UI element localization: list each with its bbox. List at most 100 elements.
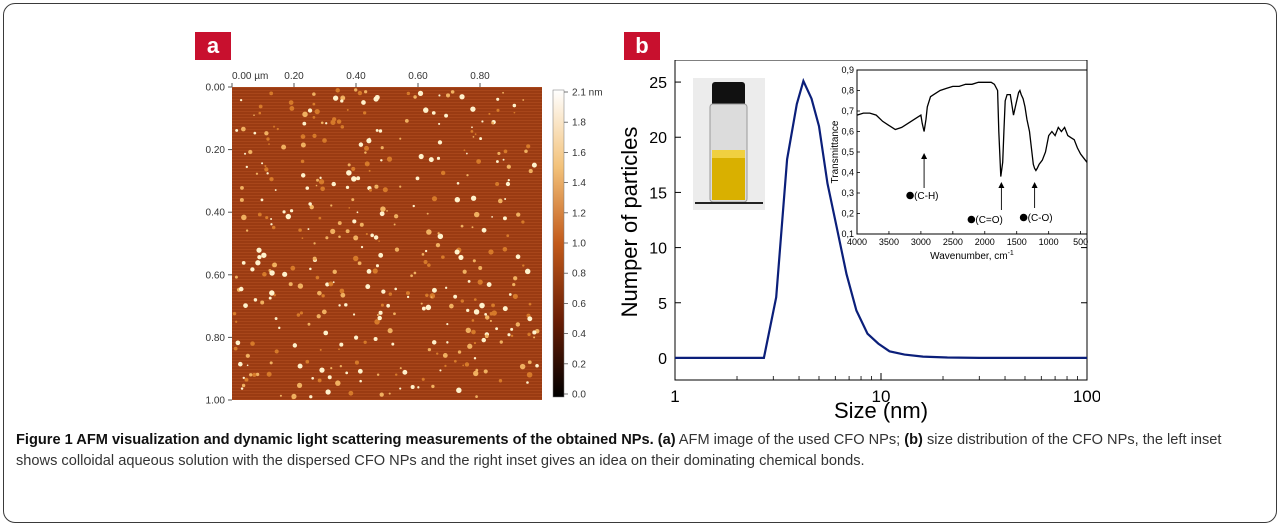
caption-b-tag: (b) — [904, 432, 923, 448]
ir-x-tick-label: 4000 — [847, 237, 867, 247]
ir-y-tick-label: 0,3 — [841, 188, 854, 198]
afm-particle — [265, 215, 269, 220]
afm-particle — [467, 343, 473, 349]
afm-particle — [495, 327, 499, 331]
afm-particle — [313, 242, 316, 245]
afm-particle — [481, 227, 487, 233]
afm-particle — [365, 232, 368, 236]
afm-particle — [364, 90, 368, 94]
ir-y-tick-label: 0,9 — [841, 65, 854, 75]
afm-particle — [319, 367, 325, 373]
afm-particle — [506, 234, 510, 238]
afm-particle — [479, 302, 485, 309]
afm-particle — [512, 282, 516, 287]
afm-particle — [410, 274, 413, 278]
afm-particle — [513, 276, 518, 281]
afm-particle — [495, 160, 499, 163]
afm-particle — [320, 186, 325, 192]
afm-particle — [423, 259, 428, 264]
ir-y-tick-label: 0,8 — [841, 86, 854, 96]
afm-image — [232, 87, 542, 400]
afm-particle — [429, 293, 436, 299]
ir-x-tick-label: 2500 — [943, 237, 963, 247]
afm-particle — [474, 211, 480, 218]
afm-particle — [516, 212, 521, 217]
afm-particle — [272, 262, 278, 268]
afm-particle — [258, 104, 263, 109]
dls-x-tick-label: 10 — [872, 387, 891, 406]
afm-particle — [300, 173, 306, 178]
afm-scale-tick-label: 0.4 — [572, 329, 586, 340]
afm-particle — [233, 346, 238, 351]
afm-particle — [473, 341, 477, 345]
afm-particle — [453, 359, 457, 363]
afm-particle — [450, 90, 455, 94]
afm-scale-tick-label: 0.2 — [572, 359, 586, 370]
afm-particle — [340, 95, 346, 101]
afm-y-tick-label: 0.80 — [206, 333, 226, 344]
afm-scale-tick-label: 1.6 — [572, 148, 586, 159]
afm-particle — [366, 138, 372, 144]
afm-particle — [360, 245, 364, 249]
afm-particle — [508, 293, 512, 296]
afm-particle — [444, 113, 449, 118]
ir-x-tick-label: 1000 — [1039, 237, 1059, 247]
afm-particle — [524, 149, 528, 154]
afm-particle — [320, 121, 324, 125]
afm-particle — [318, 179, 325, 185]
afm-particle — [507, 178, 510, 182]
afm-particle — [437, 233, 444, 240]
afm-particle — [475, 395, 478, 398]
afm-particle — [332, 95, 339, 101]
afm-particle — [431, 287, 437, 293]
afm-particle — [302, 121, 307, 126]
afm-particle — [462, 364, 465, 367]
afm-particle — [269, 290, 275, 296]
afm-particle — [356, 211, 359, 214]
afm-scale-tick-label: 1.2 — [572, 208, 586, 219]
afm-particle — [522, 99, 525, 101]
afm-particle — [268, 143, 270, 145]
afm-particle — [340, 292, 346, 298]
afm-particle — [351, 176, 357, 182]
afm-particle — [372, 268, 378, 274]
ir-y-ticks: 0,1 0,2 0,3 0,4 0,5 0,6 0,7 0,8 0,9 — [841, 65, 860, 239]
afm-particle — [502, 158, 505, 161]
vial-solution — [712, 150, 745, 200]
afm-particle — [335, 380, 341, 386]
afm-particle — [379, 392, 384, 397]
afm-particle — [315, 184, 318, 187]
afm-particle — [471, 126, 473, 129]
afm-particle — [311, 376, 315, 380]
afm-particle — [325, 389, 331, 395]
afm-particle — [507, 333, 511, 337]
afm-particle — [339, 342, 344, 347]
afm-particle — [502, 91, 504, 94]
afm-particle — [330, 119, 336, 125]
afm-particle — [436, 352, 439, 355]
afm-particle — [378, 129, 383, 133]
afm-particle — [268, 296, 272, 300]
afm-particle — [465, 152, 468, 155]
dls-y-tick-label: 5 — [658, 296, 667, 313]
afm-particle — [361, 100, 366, 105]
afm-particle — [297, 363, 303, 369]
afm-particle — [418, 153, 424, 160]
ir-annotation-dot — [906, 191, 914, 200]
afm-particle — [491, 216, 493, 218]
afm-particle — [269, 361, 273, 365]
afm-particle — [421, 377, 425, 381]
afm-particle — [381, 289, 386, 294]
afm-particle — [474, 133, 477, 136]
dls-y-tick-label: 0 — [658, 351, 667, 368]
afm-particle — [338, 304, 341, 307]
afm-particle — [346, 170, 352, 176]
afm-scale-tick-label: 0.6 — [572, 299, 586, 310]
afm-particle — [467, 279, 471, 283]
afm-particle — [373, 337, 378, 342]
afm-particle — [256, 247, 262, 253]
ir-annotation-label: (C=O) — [975, 215, 1003, 226]
afm-particle — [353, 255, 359, 262]
afm-particle — [374, 184, 379, 189]
afm-particle — [253, 114, 255, 116]
